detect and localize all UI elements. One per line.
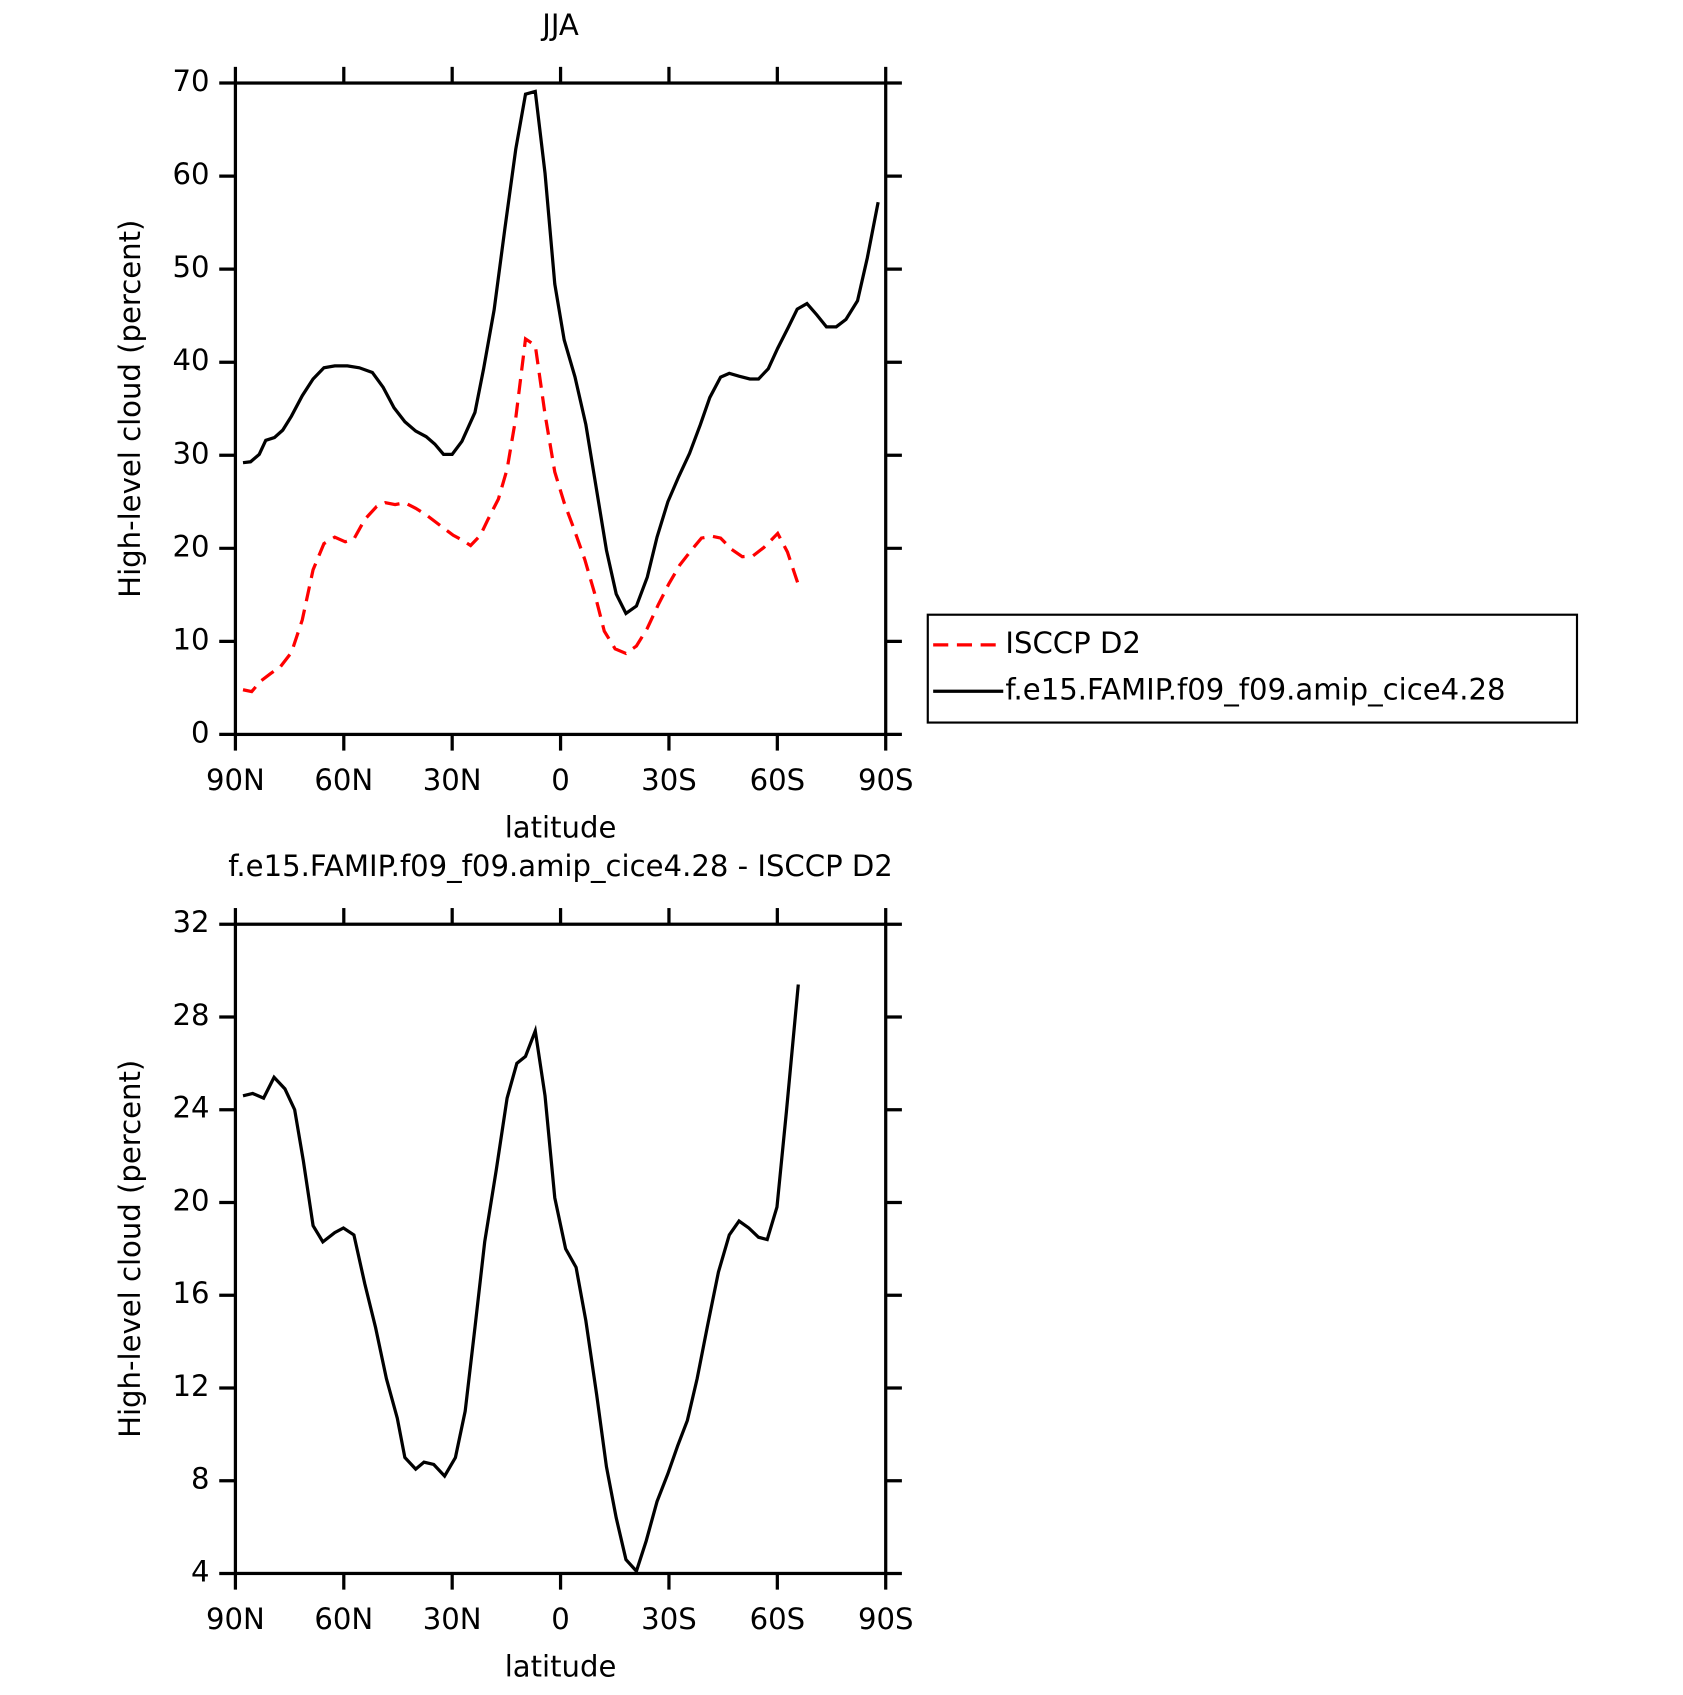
y-tick-label: 32 — [172, 905, 209, 939]
x-tick-label: 30S — [641, 1602, 697, 1636]
legend-box — [926, 613, 1579, 724]
x-tick-label: 90N — [206, 763, 265, 797]
y-tick-label: 20 — [172, 529, 209, 563]
y-tick-label: 0 — [191, 715, 210, 749]
y-tick-label: 30 — [172, 436, 209, 470]
x-tick-label: 60N — [314, 763, 373, 797]
y-axis-label: High-level cloud (percent) — [113, 220, 147, 598]
x-tick-label: 90S — [858, 763, 914, 797]
y-tick-label: 4 — [191, 1554, 210, 1588]
plot-frame — [233, 81, 888, 737]
y-tick-label: 8 — [191, 1462, 210, 1496]
chart-title: JJA — [540, 8, 579, 42]
x-tick-label: 60S — [750, 763, 806, 797]
y-axis-label: High-level cloud (percent) — [113, 1060, 147, 1438]
data-line — [242, 89, 880, 616]
y-tick-label: 24 — [172, 1091, 209, 1125]
x-tick-label: 0 — [551, 763, 570, 797]
x-tick-label: 90S — [858, 1602, 914, 1636]
y-tick-label: 16 — [172, 1276, 209, 1310]
x-axis-label: latitude — [505, 810, 617, 844]
chart-title: f.e15.FAMIP.f09_f09.amip_cice4.28 - ISCC… — [228, 849, 893, 883]
y-tick-label: 60 — [172, 157, 209, 191]
y-tick-label: 28 — [172, 998, 209, 1032]
x-tick-label: 90N — [206, 1602, 265, 1636]
x-tick-label: 0 — [551, 1602, 570, 1636]
legend-label: f.e15.FAMIP.f09_f09.amip_cice4.28 — [1005, 672, 1505, 706]
x-tick-label: 60S — [750, 1602, 806, 1636]
x-tick-label: 60N — [314, 1602, 373, 1636]
y-tick-label: 70 — [172, 64, 209, 98]
y-tick-label: 12 — [172, 1369, 209, 1403]
data-line — [242, 984, 800, 1575]
y-tick-label: 40 — [172, 343, 209, 377]
legend-label: ISCCP D2 — [1005, 626, 1140, 660]
y-tick-label: 50 — [172, 250, 209, 284]
x-tick-label: 30N — [423, 1602, 482, 1636]
y-tick-label: 10 — [172, 622, 209, 656]
plot-frame — [233, 922, 888, 1576]
x-tick-label: 30S — [641, 763, 697, 797]
data-line — [242, 336, 800, 694]
y-tick-label: 20 — [172, 1183, 209, 1217]
x-axis-label: latitude — [505, 1649, 617, 1683]
x-tick-label: 30N — [423, 763, 482, 797]
